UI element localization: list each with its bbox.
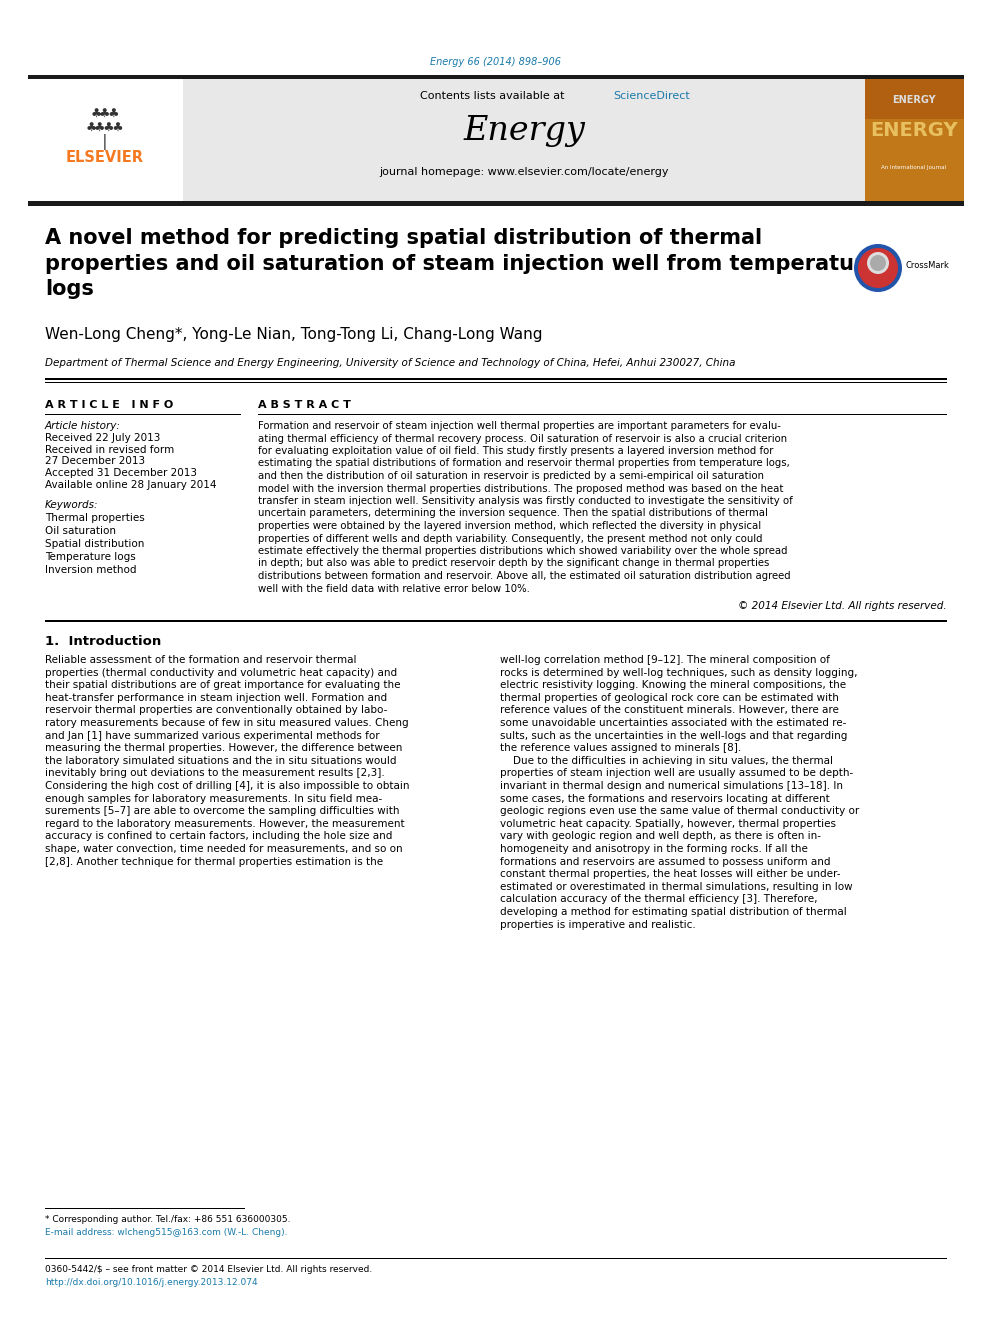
Text: distributions between formation and reservoir. Above all, the estimated oil satu: distributions between formation and rese… [258, 572, 791, 581]
Text: formations and reservoirs are assumed to possess uniform and: formations and reservoirs are assumed to… [500, 856, 830, 867]
Text: estimated or overestimated in thermal simulations, resulting in low: estimated or overestimated in thermal si… [500, 882, 853, 892]
Text: rocks is determined by well-log techniques, such as density logging,: rocks is determined by well-log techniqu… [500, 668, 857, 677]
Text: accuracy is confined to certain factors, including the hole size and: accuracy is confined to certain factors,… [45, 831, 393, 841]
Text: properties (thermal conductivity and volumetric heat capacity) and: properties (thermal conductivity and vol… [45, 668, 397, 677]
Bar [45, 378, 947, 380]
Text: Energy 66 (2014) 898–906: Energy 66 (2014) 898–906 [431, 57, 561, 67]
Text: ENERGY: ENERGY [870, 120, 958, 139]
Text: inevitably bring out deviations to the measurement results [2,3].: inevitably bring out deviations to the m… [45, 769, 385, 778]
Text: http://dx.doi.org/10.1016/j.energy.2013.12.074: http://dx.doi.org/10.1016/j.energy.2013.… [45, 1278, 258, 1287]
Text: and Jan [1] have summarized various experimental methods for: and Jan [1] have summarized various expe… [45, 730, 380, 741]
Circle shape [854, 243, 902, 292]
Text: homogeneity and anisotropy in the forming rocks. If all the: homogeneity and anisotropy in the formin… [500, 844, 807, 855]
Text: well-log correlation method [9–12]. The mineral composition of: well-log correlation method [9–12]. The … [500, 655, 830, 665]
Text: Reliable assessment of the formation and reservoir thermal: Reliable assessment of the formation and… [45, 655, 356, 665]
Text: measuring the thermal properties. However, the difference between: measuring the thermal properties. Howeve… [45, 744, 403, 753]
Text: ELSEVIER: ELSEVIER [66, 151, 144, 165]
Text: the laboratory simulated situations and the in situ situations would: the laboratory simulated situations and … [45, 755, 397, 766]
Text: thermal properties of geological rock core can be estimated with: thermal properties of geological rock co… [500, 693, 839, 703]
Text: ating thermal efficiency of thermal recovery process. Oil saturation of reservoi: ating thermal efficiency of thermal reco… [258, 434, 787, 443]
Text: reference values of the constituent minerals. However, there are: reference values of the constituent mine… [500, 705, 839, 716]
Text: sults, such as the uncertainties in the well-logs and that regarding: sults, such as the uncertainties in the … [500, 730, 847, 741]
Bar [865, 79, 964, 119]
Text: developing a method for estimating spatial distribution of thermal: developing a method for estimating spati… [500, 908, 847, 917]
Text: enough samples for laboratory measurements. In situ field mea-: enough samples for laboratory measuremen… [45, 794, 382, 803]
Text: Energy: Energy [463, 115, 585, 147]
Text: ratory measurements because of few in situ measured values. Cheng: ratory measurements because of few in si… [45, 718, 409, 728]
Text: reservoir thermal properties are conventionally obtained by labo-: reservoir thermal properties are convent… [45, 705, 387, 716]
Text: properties were obtained by the layered inversion method, which reflected the di: properties were obtained by the layered … [258, 521, 761, 531]
Text: Available online 28 January 2014: Available online 28 January 2014 [45, 480, 216, 490]
Text: their spatial distributions are of great importance for evaluating the: their spatial distributions are of great… [45, 680, 401, 691]
Text: estimate effectively the thermal properties distributions which showed variabili: estimate effectively the thermal propert… [258, 546, 788, 556]
Text: A B S T R A C T: A B S T R A C T [258, 400, 351, 410]
Text: journal homepage: www.elsevier.com/locate/energy: journal homepage: www.elsevier.com/locat… [379, 167, 669, 177]
Text: uncertain parameters, determining the inversion sequence. Then the spatial distr: uncertain parameters, determining the in… [258, 508, 768, 519]
Text: Due to the difficulties in achieving in situ values, the thermal: Due to the difficulties in achieving in … [500, 755, 833, 766]
Text: properties is imperative and realistic.: properties is imperative and realistic. [500, 919, 695, 930]
Text: Spatial distribution: Spatial distribution [45, 538, 145, 549]
Text: model with the inversion thermal properties distributions. The proposed method w: model with the inversion thermal propert… [258, 483, 784, 493]
Text: electric resistivity logging. Knowing the mineral compositions, the: electric resistivity logging. Knowing th… [500, 680, 846, 691]
Text: in depth; but also was able to predict reservoir depth by the significant change: in depth; but also was able to predict r… [258, 558, 770, 569]
Text: E-mail address: wlcheng515@163.com (W.-L. Cheng).: E-mail address: wlcheng515@163.com (W.-L… [45, 1228, 288, 1237]
Text: geologic regions even use the same value of thermal conductivity or: geologic regions even use the same value… [500, 806, 859, 816]
Circle shape [870, 255, 886, 271]
Text: Contents lists available at: Contents lists available at [420, 91, 568, 101]
Text: ENERGY: ENERGY [892, 95, 935, 105]
Text: regard to the laboratory measurements. However, the measurement: regard to the laboratory measurements. H… [45, 819, 405, 828]
Bar [865, 79, 964, 201]
Text: Oil saturation: Oil saturation [45, 527, 116, 536]
Text: Received 22 July 2013: Received 22 July 2013 [45, 433, 161, 443]
Text: well with the field data with relative error below 10%.: well with the field data with relative e… [258, 583, 530, 594]
Text: 27 December 2013: 27 December 2013 [45, 456, 145, 466]
Text: invariant in thermal design and numerical simulations [13–18]. In: invariant in thermal design and numerica… [500, 781, 843, 791]
Text: surements [5–7] are able to overcome the sampling difficulties with: surements [5–7] are able to overcome the… [45, 806, 400, 816]
Text: heat-transfer performance in steam injection well. Formation and: heat-transfer performance in steam injec… [45, 693, 387, 703]
Text: © 2014 Elsevier Ltd. All rights reserved.: © 2014 Elsevier Ltd. All rights reserved… [738, 601, 947, 611]
Text: calculation accuracy of the thermal efficiency [3]. Therefore,: calculation accuracy of the thermal effi… [500, 894, 817, 905]
Text: volumetric heat capacity. Spatially, however, thermal properties: volumetric heat capacity. Spatially, how… [500, 819, 836, 828]
Text: for evaluating exploitation value of oil field. This study firstly presents a la: for evaluating exploitation value of oil… [258, 446, 774, 456]
Text: estimating the spatial distributions of formation and reservoir thermal properti: estimating the spatial distributions of … [258, 459, 790, 468]
Bar [28, 79, 183, 201]
Text: ScienceDirect: ScienceDirect [613, 91, 689, 101]
Text: Inversion method: Inversion method [45, 565, 137, 576]
Text: Received in revised form: Received in revised form [45, 445, 175, 455]
Circle shape [858, 247, 898, 288]
Text: [2,8]. Another technique for thermal properties estimation is the: [2,8]. Another technique for thermal pro… [45, 856, 383, 867]
Text: An International Journal: An International Journal [882, 165, 946, 171]
Text: ♣♣♣
♣♣♣♣
  |: ♣♣♣ ♣♣♣♣ | [82, 106, 128, 149]
Text: Thermal properties: Thermal properties [45, 513, 145, 523]
Bar [28, 201, 964, 206]
Text: Article history:: Article history: [45, 421, 121, 431]
Text: Accepted 31 December 2013: Accepted 31 December 2013 [45, 468, 197, 478]
Text: Wen-Long Cheng*, Yong-Le Nian, Tong-Tong Li, Chang-Long Wang: Wen-Long Cheng*, Yong-Le Nian, Tong-Tong… [45, 327, 543, 343]
Text: A R T I C L E   I N F O: A R T I C L E I N F O [45, 400, 174, 410]
Bar [45, 620, 947, 622]
Text: the reference values assigned to minerals [8].: the reference values assigned to mineral… [500, 744, 741, 753]
Text: properties of steam injection well are usually assumed to be depth-: properties of steam injection well are u… [500, 769, 853, 778]
Text: some cases, the formations and reservoirs locating at different: some cases, the formations and reservoir… [500, 794, 829, 803]
Text: transfer in steam injection well. Sensitivity analysis was firstly conducted to : transfer in steam injection well. Sensit… [258, 496, 793, 505]
Bar [183, 79, 865, 201]
Circle shape [867, 251, 889, 274]
Text: * Corresponding author. Tel./fax: +86 551 636000305.: * Corresponding author. Tel./fax: +86 55… [45, 1215, 291, 1224]
Text: Temperature logs: Temperature logs [45, 552, 136, 562]
Text: Department of Thermal Science and Energy Engineering, University of Science and : Department of Thermal Science and Energy… [45, 359, 735, 368]
Text: some unavoidable uncertainties associated with the estimated re-: some unavoidable uncertainties associate… [500, 718, 846, 728]
Text: 0360-5442/$ – see front matter © 2014 Elsevier Ltd. All rights reserved.: 0360-5442/$ – see front matter © 2014 El… [45, 1265, 372, 1274]
Text: properties of different wells and depth variability. Consequently, the present m: properties of different wells and depth … [258, 533, 763, 544]
Text: CrossMark: CrossMark [906, 261, 950, 270]
Text: and then the distribution of oil saturation in reservoir is predicted by a semi-: and then the distribution of oil saturat… [258, 471, 764, 482]
Text: Keywords:: Keywords: [45, 500, 98, 509]
Text: shape, water convection, time needed for measurements, and so on: shape, water convection, time needed for… [45, 844, 403, 855]
Text: vary with geologic region and well depth, as there is often in-: vary with geologic region and well depth… [500, 831, 821, 841]
Text: Considering the high cost of drilling [4], it is also impossible to obtain: Considering the high cost of drilling [4… [45, 781, 410, 791]
Bar [28, 75, 964, 79]
Text: constant thermal properties, the heat losses will either be under-: constant thermal properties, the heat lo… [500, 869, 840, 880]
Text: 1.  Introduction: 1. Introduction [45, 635, 162, 648]
Text: Formation and reservoir of steam injection well thermal properties are important: Formation and reservoir of steam injecti… [258, 421, 781, 431]
Text: A novel method for predicting spatial distribution of thermal
properties and oil: A novel method for predicting spatial di… [45, 228, 879, 299]
